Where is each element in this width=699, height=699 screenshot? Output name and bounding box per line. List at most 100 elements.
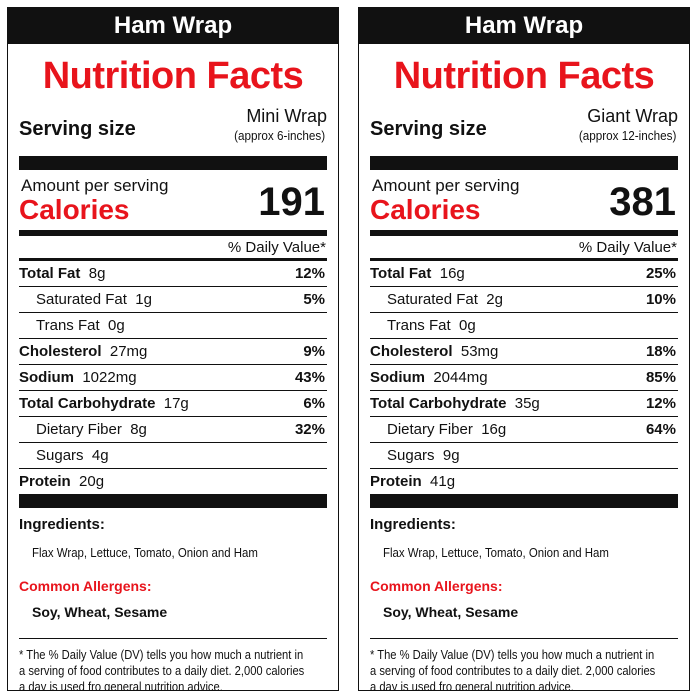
nutrient-label: Trans Fat	[387, 317, 451, 334]
nutrient-label: Trans Fat	[36, 317, 100, 334]
nutrient-amount: 2044mg	[433, 369, 488, 386]
nutrient-dv: 43%	[294, 369, 325, 386]
nutrient-amount: 35g	[514, 395, 540, 412]
nutrition-label-mini: Ham Wrap Nutrition Facts Serving size Mi…	[7, 7, 339, 691]
nutrient-row-trans-fat: Trans Fat 0g	[19, 313, 327, 339]
nutrient-row-cholesterol: Cholesterol 53mg 18%	[370, 339, 678, 365]
serving-size-value: Mini Wrap	[246, 106, 327, 126]
daily-value-header: % Daily Value*	[578, 239, 677, 256]
nutrient-label: Sugars	[387, 447, 435, 464]
ingredients-header: Ingredients:	[370, 516, 456, 533]
nutrient-row-dietary-fiber: Dietary Fiber 8g 32%	[19, 417, 327, 443]
footnote-line: a day is used fro general nutrition advi…	[370, 679, 574, 691]
serving-size-value: Giant Wrap	[587, 106, 678, 126]
nutrient-label: Total Fat	[370, 265, 432, 282]
divider-thin	[370, 638, 678, 639]
nutrient-amount: 0g	[107, 317, 125, 334]
nutrient-label: Sodium	[19, 369, 74, 386]
nutrient-label: Saturated Fat	[387, 291, 478, 308]
divider-thick	[19, 156, 327, 170]
footnote: * The % Daily Value (DV) tells you how m…	[19, 647, 329, 691]
allergens-text: Soy, Wheat, Sesame	[32, 604, 168, 620]
nutrient-amount: 41g	[430, 473, 456, 490]
nutrient-row-total-carbohydrate: Total Carbohydrate 17g 6%	[19, 391, 327, 417]
nutrient-amount: 0g	[458, 317, 476, 334]
calories-label: Calories	[19, 194, 130, 225]
divider-thin	[19, 638, 327, 639]
divider-medium	[370, 258, 678, 261]
product-name: Ham Wrap	[359, 8, 689, 44]
nutrient-dv: 12%	[645, 395, 676, 412]
nutrient-amount: 9g	[442, 447, 460, 464]
nutrient-row-protein: Protein 20g	[19, 469, 327, 494]
calories-value: 191	[258, 180, 325, 224]
nutrient-dv: 9%	[303, 343, 325, 360]
nutrient-label: Cholesterol	[370, 343, 453, 360]
daily-value-header: % Daily Value*	[227, 239, 326, 256]
serving-size-section: Serving size Giant Wrap (approx 12-inche…	[370, 106, 678, 156]
nutrient-row-dietary-fiber: Dietary Fiber 16g 64%	[370, 417, 678, 443]
allergens-text: Soy, Wheat, Sesame	[383, 604, 519, 620]
nutrient-label: Dietary Fiber	[387, 421, 473, 438]
nutrient-row-total-fat: Total Fat 8g 12%	[19, 261, 327, 287]
nutrient-amount: 8g	[88, 265, 106, 282]
nutrient-row-sodium: Sodium 2044mg 85%	[370, 365, 678, 391]
amount-per-serving: Amount per serving	[372, 176, 520, 195]
nutrient-amount: 16g	[439, 265, 465, 282]
nutrient-row-trans-fat: Trans Fat 0g	[370, 313, 678, 339]
nutrient-amount: 16g	[481, 421, 507, 438]
serving-size-label: Serving size	[370, 118, 487, 140]
nutrient-dv: 85%	[645, 369, 676, 386]
nutrient-row-sugars: Sugars 9g	[370, 443, 678, 469]
nutrient-row-cholesterol: Cholesterol 27mg 9%	[19, 339, 327, 365]
footnote-line: a serving of food contributes to a daily…	[19, 663, 305, 678]
nutrient-amount: 20g	[79, 473, 105, 490]
footnote-line: * The % Daily Value (DV) tells you how m…	[370, 647, 655, 662]
nutrient-label: Cholesterol	[19, 343, 102, 360]
footnote-line: a serving of food contributes to a daily…	[370, 663, 656, 678]
nutrient-row-total-carbohydrate: Total Carbohydrate 35g 12%	[370, 391, 678, 417]
nutrient-label: Dietary Fiber	[36, 421, 122, 438]
allergens-header: Common Allergens:	[19, 578, 152, 594]
nutrient-dv: 5%	[303, 291, 325, 308]
nutrition-facts-heading: Nutrition Facts	[393, 55, 655, 97]
nutrient-label: Total Carbohydrate	[370, 395, 507, 412]
nutrient-dv: 6%	[303, 395, 325, 412]
calories-section: Amount per serving Calories 381	[370, 170, 678, 230]
nutrient-row-total-fat: Total Fat 16g 25%	[370, 261, 678, 287]
nutrient-amount: 53mg	[460, 343, 499, 360]
allergens-header: Common Allergens:	[370, 578, 503, 594]
divider-thick	[370, 494, 678, 508]
calories-section: Amount per serving Calories 191	[19, 170, 327, 230]
calories-label: Calories	[370, 194, 481, 225]
amount-per-serving: Amount per serving	[21, 176, 169, 195]
nutrient-dv: 18%	[645, 343, 676, 360]
nutrient-dv: 32%	[294, 421, 325, 438]
serving-size-note: (approx 12-inches)	[578, 128, 676, 143]
nutrient-label: Saturated Fat	[36, 291, 127, 308]
product-name: Ham Wrap	[8, 8, 338, 44]
nutrient-row-sodium: Sodium 1022mg 43%	[19, 365, 327, 391]
divider-thick	[370, 156, 678, 170]
footnote-line: a day is used fro general nutrition advi…	[19, 679, 223, 691]
nutrient-label: Protein	[370, 473, 422, 490]
ingredients-text: Flax Wrap, Lettuce, Tomato, Onion and Ha…	[383, 545, 609, 560]
nutrient-label: Total Fat	[19, 265, 81, 282]
calories-value: 381	[609, 180, 676, 224]
divider-medium	[370, 230, 678, 236]
divider-medium	[19, 258, 327, 261]
serving-size-label: Serving size	[19, 118, 136, 140]
nutrient-row-saturated-fat: Saturated Fat 2g 10%	[370, 287, 678, 313]
nutrient-amount: 1g	[135, 291, 152, 308]
nutrient-row-saturated-fat: Saturated Fat 1g 5%	[19, 287, 327, 313]
nutrient-dv: 64%	[645, 421, 676, 438]
nutrient-label: Sugars	[36, 447, 84, 464]
nutrient-dv: 25%	[645, 265, 676, 282]
nutrition-facts-heading: Nutrition Facts	[42, 55, 304, 97]
nutrient-row-protein: Protein 41g	[370, 469, 678, 494]
nutrient-label: Total Carbohydrate	[19, 395, 156, 412]
nutrient-row-sugars: Sugars 4g	[19, 443, 327, 469]
serving-size-note: (approx 6-inches)	[233, 128, 325, 143]
nutrient-amount: 8g	[130, 421, 147, 438]
nutrient-amount: 27mg	[109, 343, 148, 360]
